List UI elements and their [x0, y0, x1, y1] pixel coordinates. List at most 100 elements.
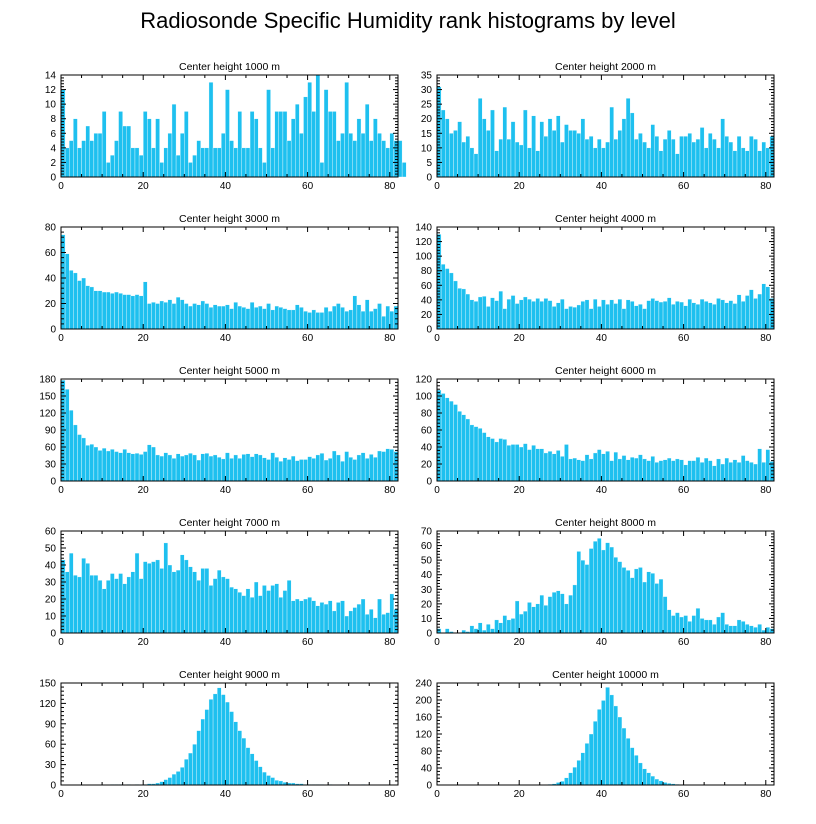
x-tick-label: 60: [678, 637, 690, 648]
histogram-bar: [352, 459, 358, 482]
histogram-bar: [588, 458, 594, 482]
histogram-bar: [440, 263, 446, 330]
histogram-bar: [642, 458, 647, 482]
histogram-bar: [352, 295, 358, 330]
x-tick-label: 60: [678, 485, 690, 496]
histogram-bar: [445, 397, 450, 482]
panel-2: Center height 2000 m 0 20 40 60 80 0 5 10 15 20 25 3…: [421, 61, 775, 192]
histogram-bar: [245, 308, 251, 330]
histogram-bar: [666, 130, 672, 178]
histogram-bar: [356, 603, 362, 634]
histogram-bar: [192, 744, 197, 786]
histogram-bar: [377, 598, 382, 634]
histogram-bar: [249, 111, 255, 178]
histogram-bar: [159, 568, 164, 634]
histogram-bar: [188, 566, 193, 634]
x-tick-label: 40: [596, 789, 608, 800]
histogram-bar: [85, 285, 90, 330]
histogram-bar: [519, 299, 524, 330]
histogram-bar: [216, 687, 222, 786]
panel-title: Center height 6000 m: [555, 365, 656, 377]
histogram-bar: [757, 448, 762, 482]
panel-3: Center height 3000 m 0 20 40 60 80 0 20 40 60 80: [45, 213, 399, 344]
panel-title: Center height 5000 m: [179, 365, 280, 377]
histogram-bar: [457, 288, 462, 330]
y-tick-label: 25: [421, 100, 433, 111]
histogram-bar: [348, 309, 353, 330]
histogram-bar: [745, 460, 750, 482]
histogram-bar: [720, 299, 725, 330]
histogram-bar: [679, 301, 684, 330]
histogram-bar: [720, 118, 725, 178]
histogram-bar: [101, 111, 107, 178]
histogram-bar: [180, 299, 185, 330]
histogram-bar: [130, 571, 136, 634]
histogram-bar: [745, 295, 750, 330]
histogram-bar: [654, 136, 660, 178]
histogram-bar: [662, 596, 668, 634]
histogram-bar: [551, 453, 557, 482]
histogram-bar: [151, 302, 156, 330]
histogram-bar: [278, 111, 284, 178]
histogram-bar: [613, 451, 619, 482]
histogram-bar: [114, 451, 119, 482]
histogram-bar: [73, 272, 78, 330]
histogram-bar: [282, 590, 288, 634]
y-tick-label: 60: [421, 426, 433, 437]
histogram-bar: [510, 295, 516, 330]
histogram-bar: [389, 449, 395, 482]
x-tick-label: 40: [220, 485, 232, 496]
y-tick-label: 14: [45, 71, 57, 82]
histogram-bar: [89, 443, 95, 482]
histogram-bar: [609, 460, 614, 482]
histogram-bar: [728, 462, 734, 482]
y-tick-label: 50: [421, 556, 433, 567]
histogram-bar: [650, 573, 655, 634]
x-tick-label: 20: [514, 181, 526, 192]
histogram-bar: [436, 628, 442, 634]
histogram-bar: [262, 162, 267, 178]
histogram-bar: [675, 612, 680, 634]
histogram-bar: [716, 616, 721, 634]
histogram-bar: [77, 147, 82, 178]
histogram-bar: [683, 615, 688, 634]
y-tick-label: 5: [426, 158, 432, 169]
histogram-bar: [332, 305, 337, 330]
histogram-bar: [601, 299, 606, 330]
y-tick-label: 10: [45, 612, 57, 623]
histogram-bar: [266, 459, 271, 482]
histogram-bar: [605, 542, 610, 634]
histogram-bar: [245, 588, 251, 634]
histogram-bar: [629, 112, 635, 178]
panel-title: Center height 10000 m: [552, 669, 659, 681]
histogram-bar: [753, 138, 758, 178]
histogram-bar: [708, 133, 713, 178]
histogram-bar: [449, 133, 454, 178]
histogram-bar: [184, 758, 189, 786]
histogram-bar: [440, 393, 446, 482]
histogram-bar: [262, 308, 267, 330]
histogram-bar: [237, 592, 243, 634]
histogram-bar: [163, 302, 169, 330]
x-tick-label: 80: [384, 333, 396, 344]
histogram-bar: [282, 111, 288, 178]
histogram-bar: [617, 561, 623, 634]
histogram-bar: [506, 298, 512, 330]
histogram-bar: [683, 305, 688, 330]
histogram-bar: [237, 458, 243, 482]
histogram-bar: [572, 584, 577, 634]
histogram-bar: [749, 289, 754, 330]
y-tick-label: 20: [45, 299, 57, 310]
panel-10: Center height 10000 m 0 20 40 60 80 0 40 80 120 16…: [415, 669, 775, 800]
histogram-bar: [196, 140, 201, 178]
histogram-bar: [506, 138, 512, 178]
histogram-bar: [385, 147, 390, 178]
histogram-bar: [184, 559, 189, 634]
histogram-bar: [258, 305, 263, 330]
y-tick-label: 0: [426, 477, 432, 488]
x-tick-label: 80: [760, 485, 772, 496]
histogram-bar: [757, 293, 762, 330]
histogram-bar: [81, 437, 86, 482]
y-tick-label: 80: [421, 747, 433, 758]
histogram-bar: [204, 303, 210, 330]
